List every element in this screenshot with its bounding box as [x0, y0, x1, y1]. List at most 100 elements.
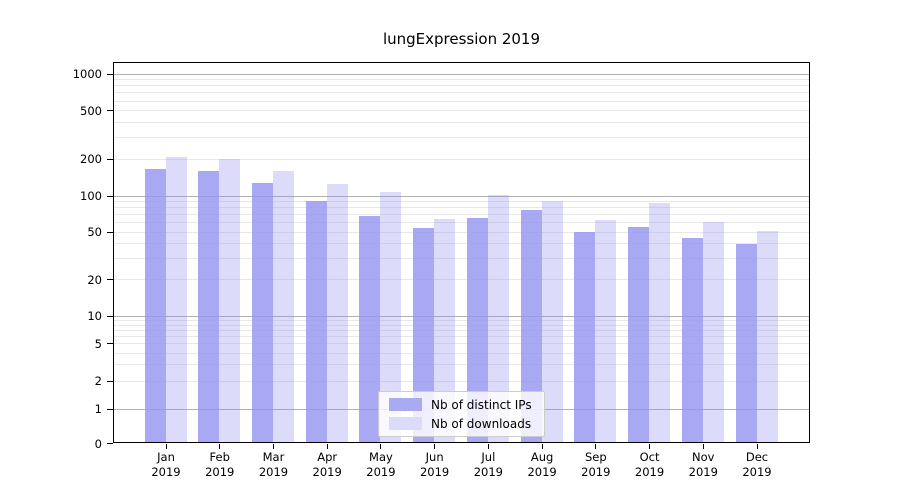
- downloads-bar-feb: [219, 159, 241, 444]
- x-tick-label-jul: Jul 2019: [473, 449, 503, 479]
- y-tick-label-1000: 1000: [72, 67, 102, 81]
- minor-gridline-40: [113, 243, 810, 245]
- x-tick-apr: [326, 443, 328, 449]
- x-tick-label-apr: Apr 2019: [312, 449, 342, 479]
- x-tick-feb: [219, 443, 221, 449]
- legend: Nb of distinct IPs Nb of downloads: [378, 391, 545, 437]
- y-tick-label-5: 5: [94, 336, 102, 351]
- major-gridline-10: [113, 315, 810, 317]
- x-tick-may: [380, 443, 382, 449]
- y-tick-5: [107, 343, 113, 345]
- distinct-ips-bar-may: [359, 216, 381, 444]
- x-tick-mar: [272, 443, 274, 449]
- distinct-ips-bar-oct: [628, 227, 650, 444]
- y-tick-label-500: 500: [80, 103, 102, 118]
- downloads-bar-mar: [272, 171, 294, 444]
- minor-gridline-2: [113, 380, 810, 382]
- downloads-bar-oct: [649, 202, 671, 444]
- distinct-ips-bar-nov: [681, 237, 703, 444]
- y-tick-label-1: 1: [94, 402, 102, 416]
- distinct-ips-bar-jun: [413, 228, 435, 444]
- y-tick-1: [107, 408, 113, 410]
- minor-gridline-7: [113, 329, 810, 331]
- major-gridline-1000: [113, 73, 810, 75]
- x-tick-sep: [595, 443, 597, 449]
- minor-gridline-30: [113, 258, 810, 260]
- minor-gridline-50: [113, 231, 810, 233]
- minor-gridline-500: [113, 110, 810, 112]
- minor-gridline-700: [113, 92, 810, 94]
- downloads-swatch: [389, 417, 422, 430]
- minor-gridline-800: [113, 85, 810, 87]
- x-tick-label-sep: Sep 2019: [581, 449, 611, 479]
- downloads-bar-nov: [702, 221, 724, 444]
- minor-gridline-300: [113, 137, 810, 139]
- y-tick-2: [107, 380, 113, 382]
- y-tick-label-0: 0: [94, 436, 102, 451]
- downloads-bar-jun: [434, 219, 456, 444]
- legend-item-downloads: Nb of downloads: [379, 416, 544, 432]
- minor-gridline-60: [113, 222, 810, 224]
- major-gridline-100: [113, 195, 810, 197]
- distinct-ips-bar-aug: [520, 209, 542, 444]
- minor-gridline-70: [113, 214, 810, 216]
- legend-item-distinct-ips: Nb of distinct IPs: [379, 397, 544, 413]
- y-tick-label-20: 20: [87, 272, 102, 287]
- distinct-ips-bar-jan: [144, 169, 166, 444]
- minor-gridline-200: [113, 158, 810, 160]
- x-tick-jan: [165, 443, 167, 449]
- downloads-bar-jul: [487, 195, 509, 444]
- x-tick-aug: [541, 443, 543, 449]
- y-tick-20: [107, 279, 113, 281]
- downloads-bar-may: [380, 191, 402, 444]
- y-tick-label-50: 50: [87, 225, 102, 240]
- minor-gridline-400: [113, 122, 810, 124]
- x-tick-label-jan: Jan 2019: [151, 449, 181, 479]
- minor-gridline-4: [113, 352, 810, 354]
- minor-gridline-6: [113, 336, 810, 338]
- minor-gridline-600: [113, 100, 810, 102]
- y-tick-label-10: 10: [87, 309, 102, 323]
- downloads-bar-sep: [595, 220, 617, 444]
- minor-gridline-900: [113, 79, 810, 81]
- x-tick-jun: [434, 443, 436, 449]
- distinct-ips-swatch: [389, 398, 422, 411]
- y-tick-500: [107, 110, 113, 112]
- y-tick-label-2: 2: [94, 374, 102, 388]
- x-tick-label-dec: Dec 2019: [742, 449, 772, 479]
- x-tick-jul: [487, 443, 489, 449]
- y-tick-100: [107, 195, 113, 197]
- minor-gridline-3: [113, 364, 810, 366]
- y-tick-50: [107, 231, 113, 233]
- minor-gridline-80: [113, 207, 810, 209]
- distinct-ips-bar-mar: [251, 182, 273, 444]
- x-tick-label-oct: Oct 2019: [634, 449, 665, 479]
- chart-title: lungExpression 2019: [382, 30, 541, 48]
- y-tick-label-200: 200: [80, 152, 102, 167]
- y-tick-200: [107, 158, 113, 160]
- x-tick-label-jun: Jun 2019: [419, 449, 450, 479]
- legend-label-distinct-ips: Nb of distinct IPs: [431, 397, 532, 412]
- x-tick-dec: [756, 443, 758, 449]
- minor-gridline-8: [113, 324, 810, 326]
- minor-gridline-9: [113, 319, 810, 321]
- legend-label-downloads: Nb of downloads: [431, 416, 532, 431]
- minor-gridline-90: [113, 200, 810, 202]
- y-tick-0: [107, 443, 113, 444]
- downloads-bar-apr: [326, 184, 348, 444]
- distinct-ips-bar-sep: [574, 232, 596, 444]
- downloads-bar-jan: [165, 157, 187, 444]
- x-tick-label-mar: Mar 2019: [258, 449, 289, 479]
- distinct-ips-bar-dec: [735, 243, 757, 444]
- downloads-bar-aug: [541, 201, 563, 444]
- downloads-bar-dec: [756, 231, 778, 444]
- x-tick-nov: [702, 443, 704, 449]
- distinct-ips-bar-apr: [305, 201, 327, 444]
- y-tick-1000: [107, 73, 113, 75]
- x-tick-oct: [649, 443, 651, 449]
- x-tick-label-feb: Feb 2019: [205, 449, 235, 479]
- x-tick-label-nov: Nov 2019: [688, 449, 718, 479]
- minor-gridline-20: [113, 279, 810, 281]
- minor-gridline-5: [113, 343, 810, 345]
